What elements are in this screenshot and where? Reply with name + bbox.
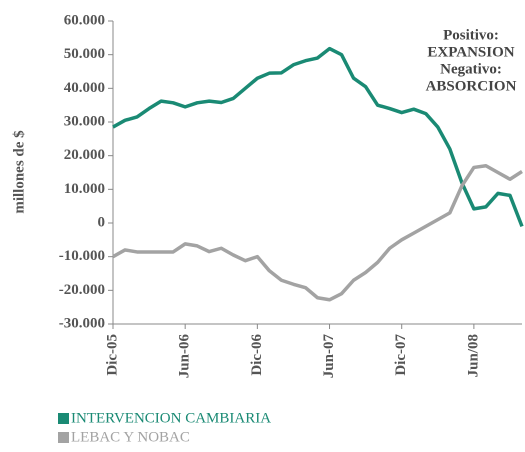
x-tick-label: Jun-07 [321,334,337,379]
y-tick-label: -20.000 [59,282,105,298]
annotation: ABSORCION [426,78,517,94]
x-tick-label: Jun/08 [465,334,481,377]
annotation: Positivo: [443,27,499,43]
y-tick-label: 40.000 [64,80,105,96]
legend-swatch [58,413,69,424]
annotation: EXPANSION [427,44,514,60]
x-tick-label: Dic-06 [249,334,265,376]
y-axis-label: millones de $ [11,130,27,214]
y-tick-label: 60.000 [64,12,105,28]
y-tick-label: 20.000 [64,147,105,163]
x-tick-label: Jun-06 [177,334,193,379]
x-tick-label: Dic-07 [393,334,409,376]
x-tick-label: Dic-05 [104,334,120,376]
y-tick-label: -10.000 [59,248,105,264]
legend-swatch [58,432,69,443]
annotation: Negativo: [440,61,502,77]
y-tick-label: 50.000 [64,46,105,62]
y-tick-label: -30.000 [59,315,105,331]
y-tick-label: 10.000 [64,181,105,197]
y-tick-label: 0 [98,214,106,230]
series-line [112,46,524,228]
y-tick-label: 30.000 [64,113,105,129]
series-line [112,164,523,302]
legend-label: LEBAC Y NOBAC [71,429,190,445]
legend-label: INTERVENCION CAMBIARIA [71,410,271,426]
